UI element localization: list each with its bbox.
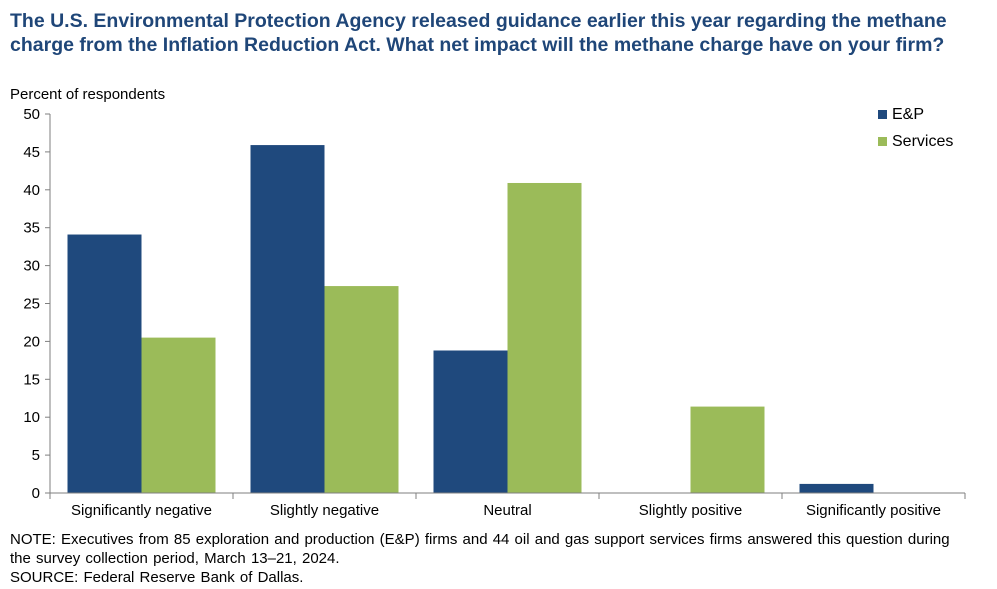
bar-services-2 <box>507 182 582 493</box>
y-tick-label: 25 <box>23 296 40 313</box>
y-tick-label: 10 <box>23 409 40 426</box>
bar-services-3 <box>690 406 765 493</box>
y-tick-label: 20 <box>23 333 40 350</box>
chart-title: The U.S. Environmental Protection Agency… <box>10 10 947 56</box>
y-tick-label: 0 <box>32 485 40 502</box>
legend-item-services: Services <box>878 128 953 155</box>
x-tick-label: Significantly positive <box>806 502 941 519</box>
y-tick-label: 45 <box>23 144 40 161</box>
bar-ep-4 <box>799 483 874 493</box>
bar-ep-1 <box>250 145 325 493</box>
y-tick-label: 5 <box>32 447 40 464</box>
legend: E&P Services <box>878 101 953 155</box>
chart-note: NOTE: Executives from 85 exploration and… <box>10 531 950 567</box>
y-tick-label: 40 <box>23 182 40 199</box>
y-tick-label: 50 <box>23 106 40 123</box>
y-tick-label: 15 <box>23 371 40 388</box>
y-axis-label: Percent of respondents <box>10 86 166 103</box>
x-tick-label: Neutral <box>483 502 531 519</box>
chart-source: SOURCE: Federal Reserve Bank of Dallas. <box>10 569 304 586</box>
x-tick-label: Slightly negative <box>270 502 379 519</box>
bar-services-1 <box>324 286 399 493</box>
x-tick-label: Significantly negative <box>71 502 212 519</box>
x-tick-label: Slightly positive <box>639 502 742 519</box>
bar-ep-2 <box>433 350 508 493</box>
legend-item-ep: E&P <box>878 101 953 128</box>
legend-label-ep: E&P <box>892 105 925 123</box>
y-tick-label: 30 <box>23 258 40 275</box>
legend-swatch-ep <box>878 110 887 119</box>
legend-swatch-services <box>878 137 887 146</box>
bar-ep-0 <box>67 234 142 493</box>
y-tick-label: 35 <box>23 220 40 237</box>
bar-services-0 <box>141 337 216 493</box>
legend-label-services: Services <box>892 132 954 150</box>
